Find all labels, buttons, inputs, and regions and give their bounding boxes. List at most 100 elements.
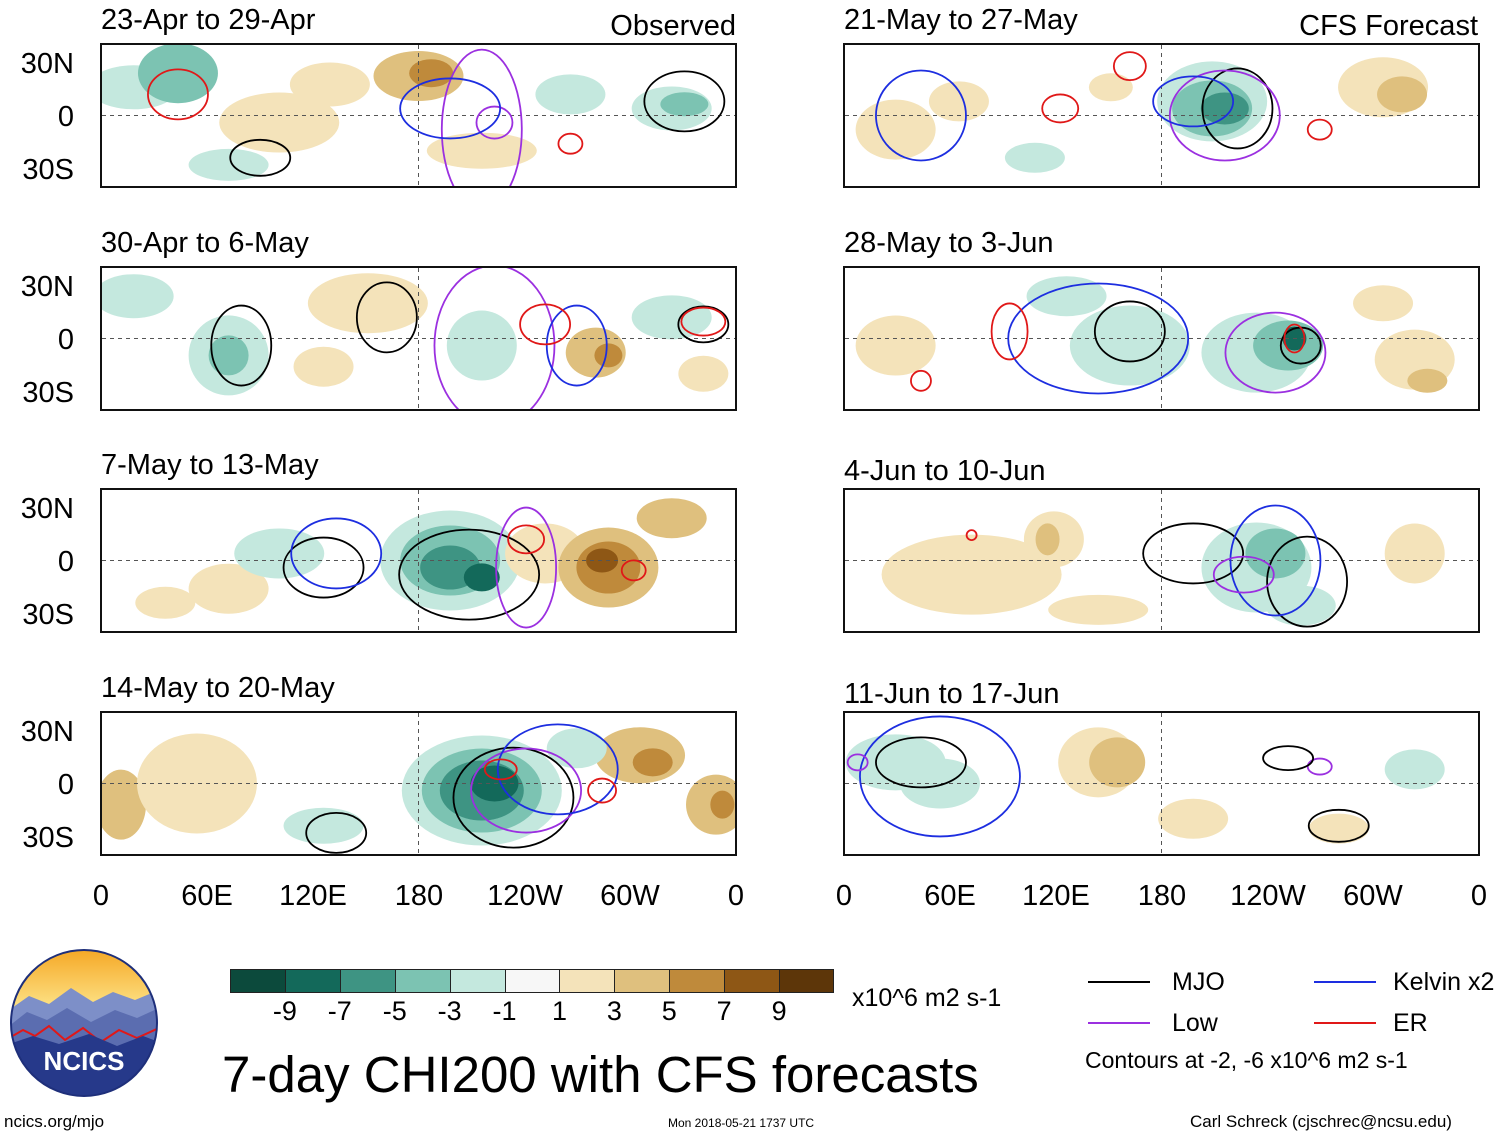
colorbar-tick-label: -9 — [272, 996, 297, 1026]
anomaly-region — [1200, 92, 1249, 125]
er-contour — [1112, 51, 1147, 82]
footer-credit: Carl Schreck (cjschrec@ncsu.edu) — [1190, 1112, 1452, 1131]
er-contour — [990, 302, 1029, 361]
anomaly-region — [1308, 813, 1369, 844]
mjo-contour — [282, 536, 365, 599]
low-contour — [440, 48, 523, 186]
panel-3-period: 7-May to 13-May — [101, 449, 319, 481]
mjo-contour — [398, 528, 541, 621]
lon-tick-360: 0 — [1470, 880, 1488, 912]
er-contour — [910, 369, 932, 392]
lon-tick-0: 0 — [835, 880, 853, 912]
legend-label-er: ER — [1393, 1009, 1428, 1037]
anomaly-region — [283, 807, 364, 844]
anomaly-region — [219, 92, 340, 153]
panel-1-period: 23-Apr to 29-Apr — [101, 4, 316, 36]
lat-tick-0: 0 — [57, 324, 74, 356]
er-contour — [1306, 118, 1333, 141]
legend-label-low: Low — [1172, 1009, 1218, 1037]
lon-tick-120e: 120E — [279, 880, 347, 912]
lon-tick-180: 180 — [1137, 880, 1187, 912]
anomaly-region — [188, 148, 269, 181]
anomaly-region — [1048, 594, 1149, 625]
anomaly-region — [1377, 76, 1428, 113]
kelvin-contour — [1007, 282, 1190, 395]
anomaly-region — [710, 790, 735, 819]
er-contour — [519, 303, 572, 346]
mjo-contour — [210, 304, 273, 387]
map-panel-7 — [843, 488, 1480, 633]
er-contour — [483, 758, 518, 781]
anomaly-region — [208, 335, 249, 376]
er-contour — [965, 529, 978, 542]
anomaly-region — [631, 295, 712, 340]
colorbar-units: x10^6 m2 s-1 — [852, 984, 1002, 1012]
lat-tick-30n: 30N — [20, 493, 74, 525]
panel-5-label: CFS Forecast — [1299, 10, 1478, 42]
er-contour — [147, 68, 209, 121]
mjo-contour — [1093, 300, 1166, 363]
anomaly-region — [1353, 285, 1414, 322]
colorbar-swatch — [284, 970, 340, 992]
kelvin-contour — [399, 77, 502, 140]
colorbar-swatch — [394, 970, 450, 992]
anomaly-region — [855, 99, 936, 160]
footer-timestamp: Mon 2018-05-21 1737 UTC — [668, 1116, 815, 1130]
kelvin-contour — [1152, 75, 1235, 128]
anomaly-region — [632, 748, 673, 777]
anomaly-region — [1384, 749, 1445, 790]
main-title: 7-day CHI200 with CFS forecasts — [222, 1046, 979, 1103]
colorbar-tick-label: -7 — [327, 996, 352, 1026]
anomaly-region — [137, 45, 218, 104]
er-contour — [1283, 323, 1306, 354]
lat-tick-30s: 30S — [22, 377, 74, 409]
colorbar-tick-label: 3 — [606, 996, 622, 1026]
colorbar-swatch — [614, 970, 670, 992]
lat-tick-0: 0 — [57, 546, 74, 578]
mjo-contour — [677, 305, 730, 344]
anomaly-region — [1088, 73, 1133, 102]
anomaly-region — [135, 586, 196, 619]
panel-6-period: 28-May to 3-Jun — [844, 227, 1054, 259]
lat-tick-30s: 30S — [22, 599, 74, 631]
lat-tick-0: 0 — [57, 101, 74, 133]
anomaly-region — [409, 59, 454, 88]
legend-label-mjo: MJO — [1172, 968, 1225, 996]
mjo-contour — [875, 736, 967, 789]
map-panel-5 — [843, 43, 1480, 188]
low-contour — [433, 268, 556, 409]
anomaly-region — [1004, 142, 1065, 173]
legend-label-kelvin: Kelvin x2 — [1393, 968, 1495, 996]
lon-tick-0: 0 — [92, 880, 110, 912]
anomaly-region — [1158, 798, 1229, 839]
panel-1-label: Observed — [610, 10, 736, 42]
anomaly-region — [1026, 276, 1107, 317]
low-contour — [1212, 555, 1275, 594]
anomaly-region — [535, 74, 606, 115]
panel-7-period: 4-Jun to 10-Jun — [844, 455, 1046, 487]
mjo-contour — [229, 138, 292, 177]
panel-8-period: 11-Jun to 17-Jun — [844, 678, 1060, 710]
panel-5-period: 21-May to 27-May — [844, 4, 1078, 36]
colorbar-swatch — [724, 970, 780, 992]
anomaly-region — [289, 62, 370, 107]
kelvin-contour — [859, 715, 1021, 838]
mjo-contour — [643, 70, 726, 133]
footer-url[interactable]: ncics.org/mjo — [4, 1112, 105, 1131]
er-contour — [680, 306, 727, 337]
colorbar-frame — [230, 969, 834, 993]
er-contour — [507, 524, 546, 555]
colorbar-swatch — [449, 970, 505, 992]
map-panel-1 — [100, 43, 737, 188]
colorbar-tick-label: -5 — [382, 996, 407, 1026]
ncics-logo: NCICS — [10, 949, 158, 1097]
mjo-contour — [1262, 745, 1315, 772]
mjo-contour — [355, 281, 418, 354]
lon-tick-360: 0 — [727, 880, 745, 912]
low-contour — [1224, 311, 1327, 394]
low-contour — [470, 747, 583, 834]
colorbar-tick-label: 7 — [716, 996, 732, 1026]
colorbar-swatch — [779, 970, 834, 992]
colorbar-tick-label: -1 — [492, 996, 517, 1026]
low-contour — [475, 105, 514, 140]
